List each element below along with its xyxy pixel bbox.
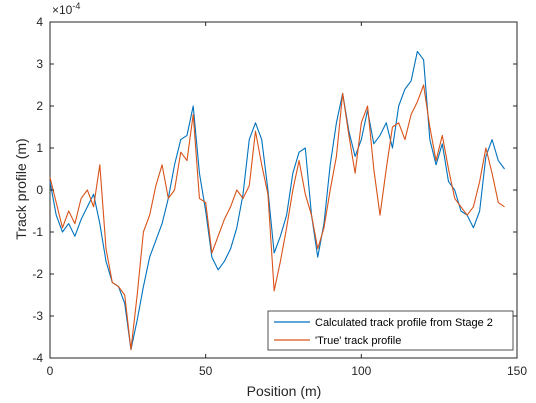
y-exponent-base: ×10 — [52, 3, 73, 17]
y-axis-ticks: -4 -3 -2 -1 0 1 2 3 4 — [32, 15, 517, 365]
y-tick-label: -3 — [32, 309, 43, 323]
x-tick-label: 100 — [351, 364, 371, 378]
y-tick-label: -2 — [32, 267, 43, 281]
y-axis-label: Track profile (m) — [13, 138, 29, 239]
y-tick-label: 0 — [36, 183, 43, 197]
y-tick-label: 4 — [36, 15, 43, 29]
legend-label-true: 'True' track profile — [315, 335, 401, 347]
axes-box — [49, 21, 518, 359]
x-tick-label: 150 — [507, 364, 527, 378]
y-tick-label: 1 — [36, 141, 43, 155]
series-group — [49, 50, 505, 351]
legend-label-calculated: Calculated track profile from Stage 2 — [315, 317, 493, 329]
x-axis-label: Position (m) — [247, 383, 322, 399]
x-tick-label: 50 — [199, 364, 213, 378]
plot-area — [49, 21, 518, 359]
y-exponent-power: -4 — [72, 1, 80, 11]
series-line-calculated — [49, 50, 505, 351]
y-tick-label: 3 — [36, 57, 43, 71]
legend: Calculated track profile from Stage 2 'T… — [267, 310, 514, 351]
y-exponent-label: ×10-4 — [52, 1, 80, 17]
legend-box — [267, 310, 514, 351]
x-axis-ticks: 0 50 100 150 — [47, 22, 527, 378]
series-line-true — [49, 84, 505, 351]
y-tick-label: -1 — [32, 225, 43, 239]
x-tick-label: 0 — [47, 364, 54, 378]
y-tick-label: 2 — [36, 99, 43, 113]
y-tick-label: -4 — [32, 351, 43, 365]
